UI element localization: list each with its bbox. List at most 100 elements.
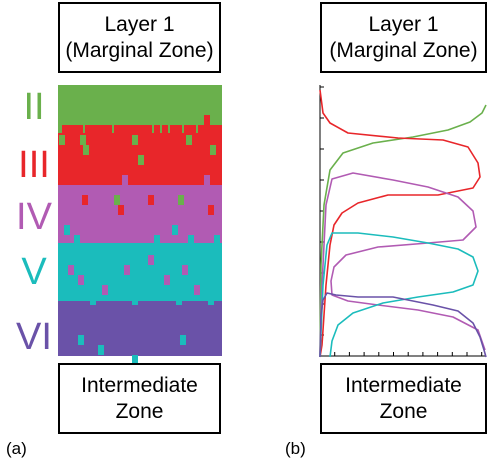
layer-label-ii: II (23, 86, 45, 128)
grid-cell (118, 125, 124, 135)
grid-cell (132, 295, 138, 305)
panel-a-top-line1: Layer 1 (104, 12, 175, 36)
grid-cell (62, 125, 68, 135)
grid-cell (132, 355, 138, 365)
panel-b-bottom-line1: Intermediate (345, 373, 462, 397)
grid-cell (132, 135, 138, 145)
panel-b-bottom-line2: Zone (379, 399, 428, 423)
grid-cell (172, 225, 178, 235)
grid-cell (208, 295, 214, 305)
layer-label-iv: IV (16, 196, 52, 238)
grid-cell (78, 305, 84, 315)
grid-cell (162, 125, 168, 135)
grid-cell (62, 285, 68, 295)
panel-label-b: (b) (285, 439, 306, 458)
grid-cell (148, 255, 154, 265)
grid-cell (59, 135, 65, 145)
grid-cell (68, 265, 74, 275)
curve-ii (319, 104, 487, 358)
panel-b-top-line2: (Marginal Zone) (329, 38, 478, 62)
grid-cell (182, 185, 188, 195)
grid-cell (176, 295, 182, 305)
grid-cell (74, 235, 80, 245)
grid-cell (122, 125, 128, 135)
grid-cell (182, 305, 188, 315)
grid-cell (128, 125, 134, 135)
grid-cell (80, 135, 86, 145)
grid-cell (90, 295, 96, 305)
grid-cell (110, 185, 116, 195)
grid-cell (148, 195, 154, 205)
panel-a-top-box: Layer 1 (Marginal Zone) (58, 2, 221, 73)
grid-cell (180, 335, 186, 345)
grid-cell (210, 125, 216, 135)
panel-label-a: (a) (6, 439, 27, 458)
curve-vi (319, 292, 487, 358)
grid-cell (91, 125, 97, 135)
plot-curves (319, 89, 487, 358)
curve-v (319, 232, 479, 358)
grid-cell (96, 125, 102, 135)
grid-cell (190, 125, 196, 135)
grid-cell (124, 265, 130, 275)
grid-cell (210, 145, 216, 155)
grid-cell (82, 195, 88, 205)
grid-cell (214, 235, 220, 245)
grid-cell (182, 265, 188, 275)
grid-cell (102, 285, 108, 295)
grid-cell (204, 115, 210, 125)
panel-b-bottom-box: Intermediate Zone (320, 363, 487, 434)
grid-cell (206, 245, 212, 255)
grid-cell (86, 185, 92, 195)
grid-cell (188, 235, 194, 245)
grid-cell (194, 285, 200, 295)
grid-cell (122, 245, 128, 255)
grid-cell (114, 195, 120, 205)
grid-cell (138, 155, 144, 165)
panel-a-bottom-line2: Zone (115, 399, 164, 423)
grid-cell (68, 125, 74, 135)
grid-cell (114, 125, 120, 135)
grid-cells (59, 115, 222, 385)
density-profile-plot (319, 85, 487, 358)
grid-cell (62, 185, 68, 195)
grid-cell (140, 125, 146, 135)
grid-cell (204, 125, 210, 135)
grid-cell (77, 125, 83, 135)
grid-cell (64, 225, 70, 235)
grid-cell (106, 125, 112, 135)
grid-cell (64, 305, 70, 315)
grid-cell (170, 125, 176, 135)
grid-cell (98, 345, 104, 355)
grid-cell (172, 185, 178, 195)
grid-cell (204, 175, 210, 185)
grid-cell (92, 315, 98, 325)
grid-cell (118, 205, 124, 215)
grid-cell (154, 235, 160, 245)
grid-cell (85, 125, 91, 135)
grid-cell (78, 275, 84, 285)
layer-label-vi: VI (16, 316, 52, 358)
grid-cell (184, 125, 190, 135)
grid-cell (176, 125, 182, 135)
grid-cell (146, 125, 152, 135)
grid-cell (214, 185, 220, 195)
layer-label-v: V (21, 251, 47, 293)
curve-iii (319, 89, 481, 358)
grid-cell (72, 125, 78, 135)
grid-cell (154, 125, 160, 135)
panel-a-bottom-box: Intermediate Zone (58, 363, 221, 434)
grid-cell (156, 185, 162, 195)
grid-cell (78, 335, 84, 345)
grid-cell (186, 135, 192, 145)
grid-cell (142, 185, 148, 195)
grid-cell (208, 205, 214, 215)
grid-cell (198, 125, 204, 135)
grid-cell (114, 305, 120, 315)
curve-iv (319, 172, 486, 358)
grid-cell (100, 245, 106, 255)
grid-cell (83, 145, 89, 155)
grid-cell (102, 125, 108, 135)
grid-cell (122, 175, 128, 185)
grid-cell (202, 315, 208, 325)
